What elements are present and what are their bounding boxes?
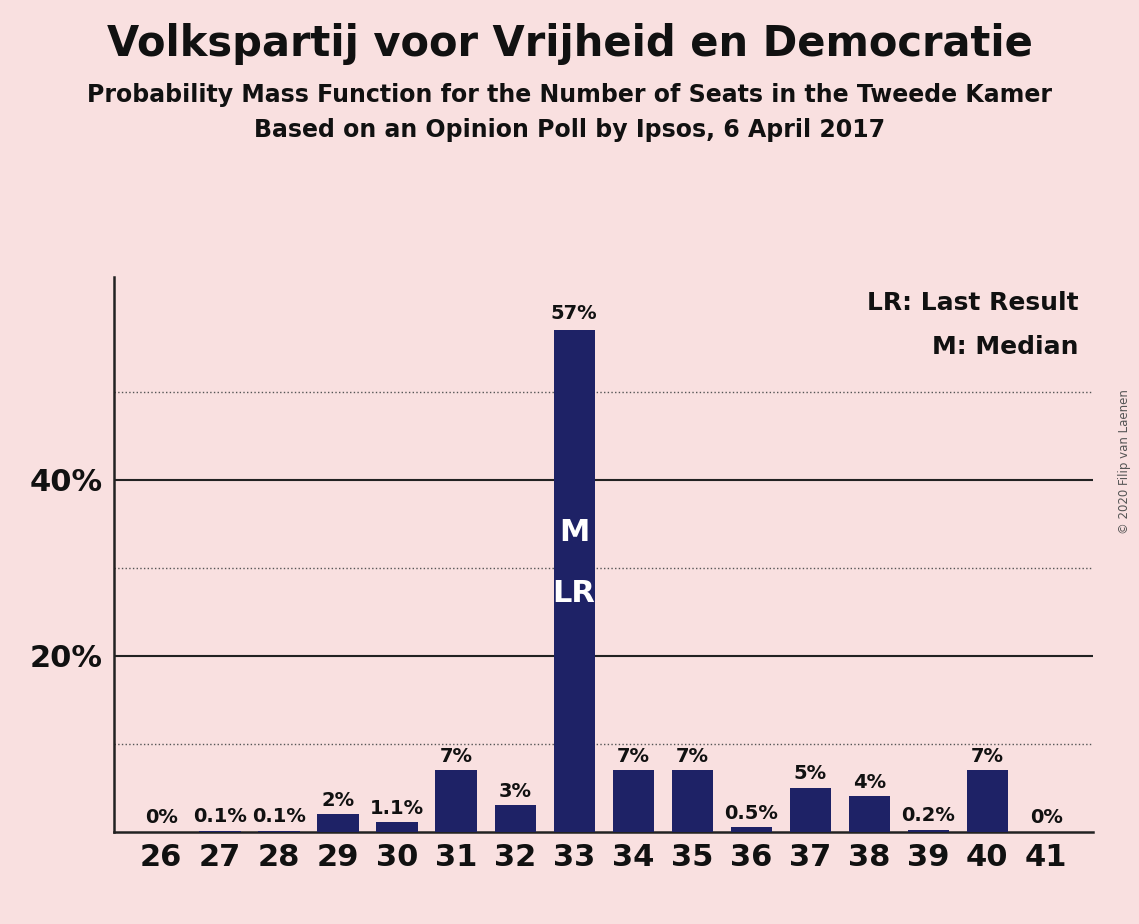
Text: 0.5%: 0.5% <box>724 804 778 822</box>
Bar <box>494 805 535 832</box>
Text: © 2020 Filip van Laenen: © 2020 Filip van Laenen <box>1118 390 1131 534</box>
Bar <box>554 330 595 832</box>
Text: 57%: 57% <box>551 304 598 323</box>
Text: 3%: 3% <box>499 782 532 801</box>
Text: M: Median: M: Median <box>932 335 1079 359</box>
Bar <box>849 796 890 832</box>
Text: 0%: 0% <box>145 808 178 827</box>
Text: 5%: 5% <box>794 764 827 784</box>
Text: 0.1%: 0.1% <box>194 808 247 826</box>
Text: 0%: 0% <box>1030 808 1063 827</box>
Text: Probability Mass Function for the Number of Seats in the Tweede Kamer: Probability Mass Function for the Number… <box>87 83 1052 107</box>
Bar <box>967 770 1008 832</box>
Text: Based on an Opinion Poll by Ipsos, 6 April 2017: Based on an Opinion Poll by Ipsos, 6 Apr… <box>254 118 885 142</box>
Bar <box>318 814 359 832</box>
Text: LR: LR <box>552 579 596 609</box>
Bar <box>435 770 477 832</box>
Text: 7%: 7% <box>440 747 473 766</box>
Text: M: M <box>559 517 589 547</box>
Bar <box>789 787 830 832</box>
Text: 7%: 7% <box>616 747 649 766</box>
Text: 0.2%: 0.2% <box>901 807 956 825</box>
Text: 2%: 2% <box>321 791 354 809</box>
Bar <box>730 827 772 832</box>
Bar <box>613 770 654 832</box>
Bar <box>908 830 949 832</box>
Text: 4%: 4% <box>853 773 886 792</box>
Text: 7%: 7% <box>675 747 708 766</box>
Text: 0.1%: 0.1% <box>252 808 306 826</box>
Text: Volkspartij voor Vrijheid en Democratie: Volkspartij voor Vrijheid en Democratie <box>107 23 1032 65</box>
Text: 1.1%: 1.1% <box>370 798 424 818</box>
Bar <box>377 822 418 832</box>
Text: 7%: 7% <box>970 747 1003 766</box>
Text: LR: Last Result: LR: Last Result <box>867 291 1079 315</box>
Bar <box>672 770 713 832</box>
